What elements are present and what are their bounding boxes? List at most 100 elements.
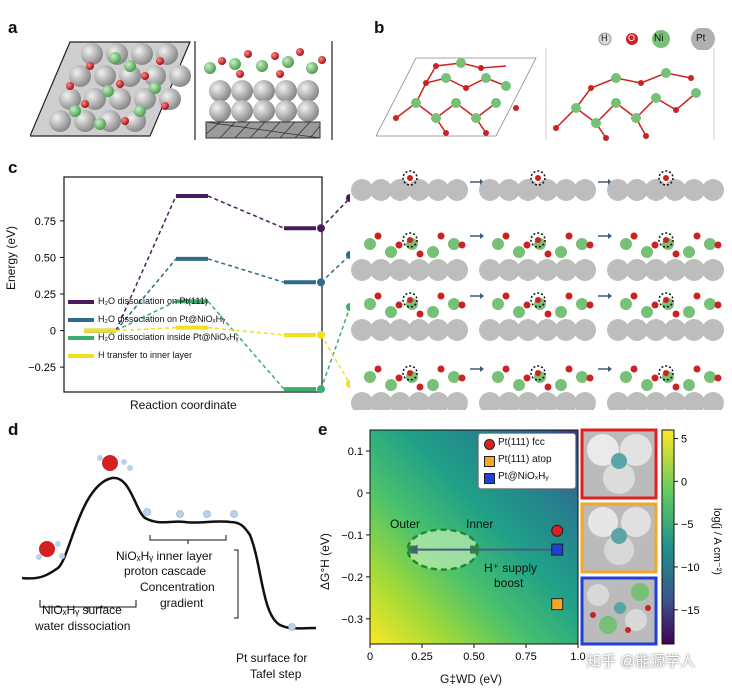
- ni-atom: [448, 238, 460, 250]
- energy-chart-legend: H₂O dissociation on Pt(111) H₂O dissocia…: [66, 296, 306, 388]
- ni-atom: [576, 238, 588, 250]
- label-supply-2: boost: [494, 576, 524, 590]
- o-atom: [523, 241, 531, 249]
- ni-atom: [555, 379, 567, 391]
- pt-atom: [574, 392, 596, 410]
- snapshot: [479, 365, 612, 410]
- pathway-curve: [21, 476, 317, 630]
- snapshot: [351, 365, 484, 410]
- highlight-ring: [530, 170, 546, 186]
- xtick-label: 0.75: [515, 651, 536, 663]
- pt-atom: [427, 392, 449, 410]
- energy-chart: 0.75 0.50 0.25 0 −0.25: [28, 176, 350, 394]
- step-arrowhead: [608, 179, 612, 185]
- label-concentration-1: Concentration: [140, 580, 215, 594]
- ni-atom: [620, 371, 632, 383]
- label-inner-2: proton cascade: [124, 564, 207, 578]
- o-atom: [374, 292, 382, 300]
- snapshot: [607, 292, 724, 341]
- o-atom: [437, 292, 445, 300]
- o-atom: [630, 292, 638, 300]
- o-atom: [416, 383, 424, 391]
- o-atom: [395, 374, 403, 382]
- o-atom: [395, 301, 403, 309]
- legend-label-pt111: H₂O dissociation on Pt(111): [98, 296, 208, 306]
- o-atom: [663, 297, 669, 303]
- panel-letter-e: e: [318, 420, 328, 439]
- ni-atom: [641, 306, 653, 318]
- highlight-ring: [402, 232, 418, 248]
- snapshot-anchor: [346, 194, 350, 202]
- o-atom: [374, 232, 382, 240]
- legend-swatch-ptniox: [68, 318, 94, 322]
- o-atom: [693, 365, 701, 373]
- pt-atom: [389, 392, 411, 410]
- ni-atom: [704, 371, 716, 383]
- proton-dots: [143, 508, 296, 631]
- snapshot-anchor: [346, 303, 350, 311]
- pt-atom: [517, 259, 539, 281]
- panel-letter-a: a: [8, 18, 18, 37]
- step-arrowhead: [480, 366, 484, 372]
- bracket-concentration: [234, 549, 239, 619]
- ni-atom: [427, 306, 439, 318]
- o-atom: [630, 232, 638, 240]
- pt-atom: [408, 319, 430, 341]
- legend-h-atom: [598, 32, 612, 46]
- pt-atom: [683, 392, 705, 410]
- legend-label-ptniox: H₂O dissociation on Pt@NiOₓHᵧ: [98, 314, 226, 324]
- highlight-ring: [402, 292, 418, 308]
- supply-arrowhead: [409, 544, 418, 555]
- ytick-label: −0.3: [341, 614, 363, 626]
- pt-atom: [664, 259, 686, 281]
- pt-atom: [498, 259, 520, 281]
- pt-atom: [702, 259, 724, 281]
- ytick-label: 0.50: [35, 252, 56, 264]
- colorbar: [661, 429, 675, 645]
- pt-atom: [351, 319, 373, 341]
- pt-atom: [664, 392, 686, 410]
- pt-atom: [351, 259, 373, 281]
- legend-label-htransfer: H transfer to inner layer: [98, 350, 193, 360]
- label-supply-1: H⁺ supply: [484, 561, 538, 575]
- o-atom: [565, 292, 573, 300]
- pt-atom: [702, 319, 724, 341]
- pt-atom: [664, 319, 686, 341]
- pt-atom: [389, 259, 411, 281]
- panel-c-snapshots: [351, 170, 724, 410]
- legend-h-label: H: [601, 33, 608, 43]
- pt-atom: [555, 179, 577, 201]
- o-atom: [586, 241, 594, 249]
- energy-connector: [207, 300, 285, 390]
- o-atom: [565, 232, 573, 240]
- activity-map-xlabel: G‡WD (eV): [440, 672, 503, 686]
- pt-atom: [389, 319, 411, 341]
- point-circle: [551, 524, 564, 537]
- o-atom: [651, 241, 659, 249]
- pt-atom: [370, 392, 392, 410]
- o-atom: [437, 232, 445, 240]
- pt-atom: [645, 259, 667, 281]
- ni-atom: [492, 371, 504, 383]
- panel-a-structures: [30, 41, 333, 140]
- snapshot: [351, 232, 484, 281]
- o-atom: [458, 241, 466, 249]
- panel-b-legend: H O Ni Pt: [596, 28, 726, 50]
- ytick-label: 0: [50, 326, 56, 338]
- o-atom: [502, 232, 510, 240]
- pt-atom: [446, 259, 468, 281]
- pt-atom: [664, 179, 686, 201]
- legend-marker-ptniox: [484, 473, 495, 484]
- highlight-ring: [530, 365, 546, 381]
- o-atom: [630, 365, 638, 373]
- o-atom: [651, 301, 659, 309]
- ni-atom: [492, 298, 504, 310]
- ni-atom: [576, 371, 588, 383]
- pt-atom: [408, 392, 430, 410]
- snapshot-connector: [320, 197, 350, 229]
- ni-atom: [427, 246, 439, 258]
- pt-atom: [536, 179, 558, 201]
- o-atom: [544, 250, 552, 258]
- o-atom: [672, 250, 680, 258]
- ni-atom: [555, 246, 567, 258]
